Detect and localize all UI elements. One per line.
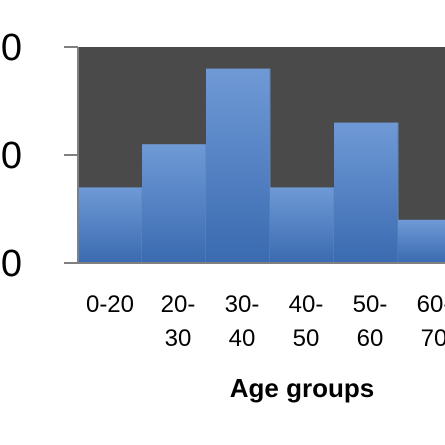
bar-5 [398, 219, 445, 263]
bar-2 [206, 68, 270, 263]
bar-0 [78, 187, 142, 263]
y-tick-label: 0 [1, 135, 22, 177]
x-tick-label: 20-30 [161, 291, 196, 352]
axes [64, 46, 445, 264]
x-tick-label: 50-60 [353, 291, 388, 352]
y-tick-label: 0 [1, 27, 22, 69]
y-tick-label: 0 [1, 243, 22, 285]
bar-4 [334, 122, 398, 263]
x-tick-label: 40-50 [289, 291, 324, 352]
y-tick-labels: 0 0 0 [1, 27, 22, 285]
x-tick-labels: 0-20 20-30 30-40 40-50 50-60 60-70 [86, 291, 445, 352]
bars [78, 68, 445, 263]
x-tick-label: 30-40 [225, 291, 260, 352]
bar-3 [270, 187, 334, 263]
x-axis-title: Age groups [230, 373, 374, 403]
x-tick-label: 60-70 [417, 291, 445, 352]
bar-1 [142, 144, 206, 263]
x-tick-label: 0-20 [86, 291, 134, 318]
